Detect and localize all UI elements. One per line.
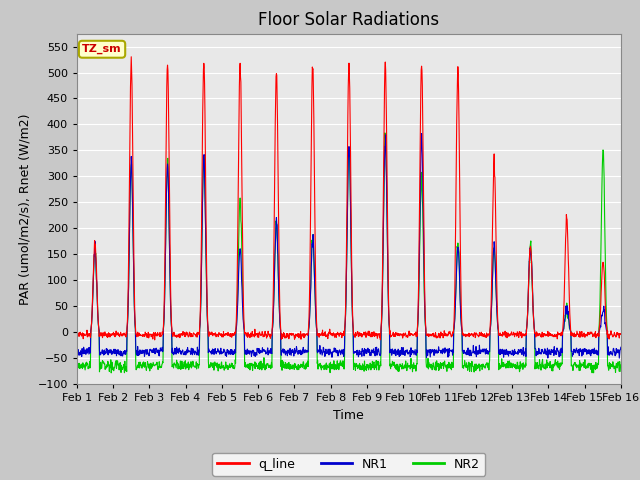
NR2 (505, 365, 513, 371)
Line: NR1: NR1 (77, 133, 621, 358)
q_line (434, 335, 442, 340)
NR1 (180, 350, 188, 356)
q_line (617, 332, 625, 337)
NR1 (553, 351, 561, 357)
Title: Floor Solar Radiations: Floor Solar Radiations (258, 11, 440, 29)
q_line (127, 54, 135, 60)
q_line (73, 331, 81, 336)
NR1 (255, 349, 262, 355)
NR2 (73, 365, 81, 371)
Legend: q_line, NR1, NR2: q_line, NR1, NR2 (212, 453, 485, 476)
Y-axis label: PAR (umol/m2/s), Rnet (W/m2): PAR (umol/m2/s), Rnet (W/m2) (19, 113, 32, 304)
NR2 (553, 362, 561, 368)
NR2 (195, 362, 202, 368)
NR1 (505, 353, 513, 359)
q_line (255, 329, 263, 335)
q_line (182, 334, 189, 339)
q_line (553, 332, 561, 337)
Text: TZ_sm: TZ_sm (82, 44, 122, 54)
NR1 (616, 355, 623, 361)
NR2 (108, 370, 115, 376)
X-axis label: Time: Time (333, 408, 364, 421)
NR2 (181, 363, 189, 369)
NR1 (434, 350, 442, 356)
NR1 (617, 344, 625, 350)
NR2 (434, 360, 442, 366)
q_line (195, 331, 202, 336)
NR2 (255, 360, 263, 366)
NR1 (418, 131, 426, 136)
Line: q_line: q_line (77, 57, 621, 340)
NR1 (73, 348, 81, 354)
NR1 (194, 351, 202, 357)
Line: NR2: NR2 (77, 133, 621, 373)
NR2 (381, 130, 388, 136)
NR2 (617, 369, 625, 374)
q_line (151, 337, 159, 343)
q_line (505, 334, 513, 339)
